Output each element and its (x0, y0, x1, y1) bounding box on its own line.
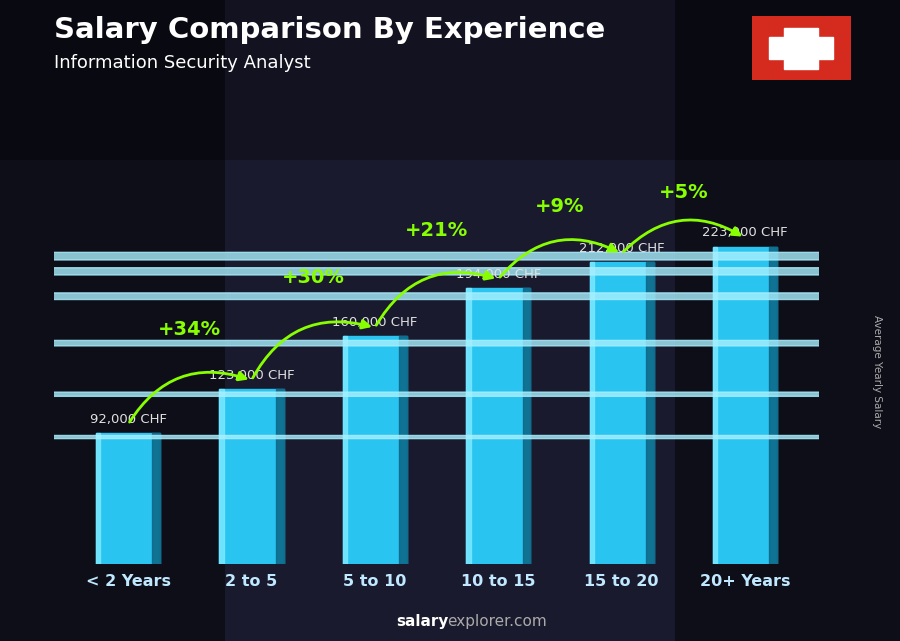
Bar (770, 247, 777, 564)
Circle shape (0, 293, 900, 299)
Bar (590, 262, 653, 564)
Text: 212,000 CHF: 212,000 CHF (579, 242, 664, 255)
Text: < 2 Years: < 2 Years (86, 574, 170, 589)
Bar (713, 247, 777, 564)
Bar (784, 28, 818, 69)
Text: 20+ Years: 20+ Years (699, 574, 790, 589)
Bar (400, 337, 407, 564)
Bar (646, 262, 653, 564)
Text: +30%: +30% (282, 269, 345, 287)
Bar (343, 337, 347, 564)
Bar (275, 389, 284, 564)
Bar (770, 37, 832, 59)
Text: Salary Comparison By Experience: Salary Comparison By Experience (54, 16, 605, 44)
Bar (590, 262, 594, 564)
Text: 194,000 CHF: 194,000 CHF (455, 268, 541, 281)
Bar (343, 337, 407, 564)
Bar (220, 389, 284, 564)
Bar (220, 389, 224, 564)
Text: Average Yearly Salary: Average Yearly Salary (872, 315, 883, 428)
Text: 15 to 20: 15 to 20 (584, 574, 659, 589)
Text: Information Security Analyst: Information Security Analyst (54, 54, 310, 72)
Text: +21%: +21% (405, 221, 468, 240)
Text: +9%: +9% (536, 197, 585, 216)
Text: explorer.com: explorer.com (447, 615, 547, 629)
Circle shape (0, 253, 900, 260)
Text: 92,000 CHF: 92,000 CHF (89, 413, 166, 426)
Text: +5%: +5% (659, 183, 708, 202)
Bar (466, 288, 530, 564)
Bar (96, 433, 160, 564)
Text: 2 to 5: 2 to 5 (225, 574, 277, 589)
Text: 223,000 CHF: 223,000 CHF (702, 226, 788, 240)
Bar (152, 433, 160, 564)
Text: 123,000 CHF: 123,000 CHF (209, 369, 294, 382)
Text: 10 to 15: 10 to 15 (461, 574, 536, 589)
Text: 160,000 CHF: 160,000 CHF (332, 316, 418, 329)
Bar (523, 288, 530, 564)
Text: salary: salary (396, 615, 448, 629)
Circle shape (0, 340, 900, 346)
Bar (713, 247, 717, 564)
Circle shape (0, 435, 900, 438)
Text: +34%: +34% (158, 319, 221, 338)
Circle shape (0, 268, 900, 275)
Bar (466, 288, 471, 564)
Circle shape (0, 392, 900, 396)
Text: 5 to 10: 5 to 10 (343, 574, 407, 589)
Bar (96, 433, 101, 564)
